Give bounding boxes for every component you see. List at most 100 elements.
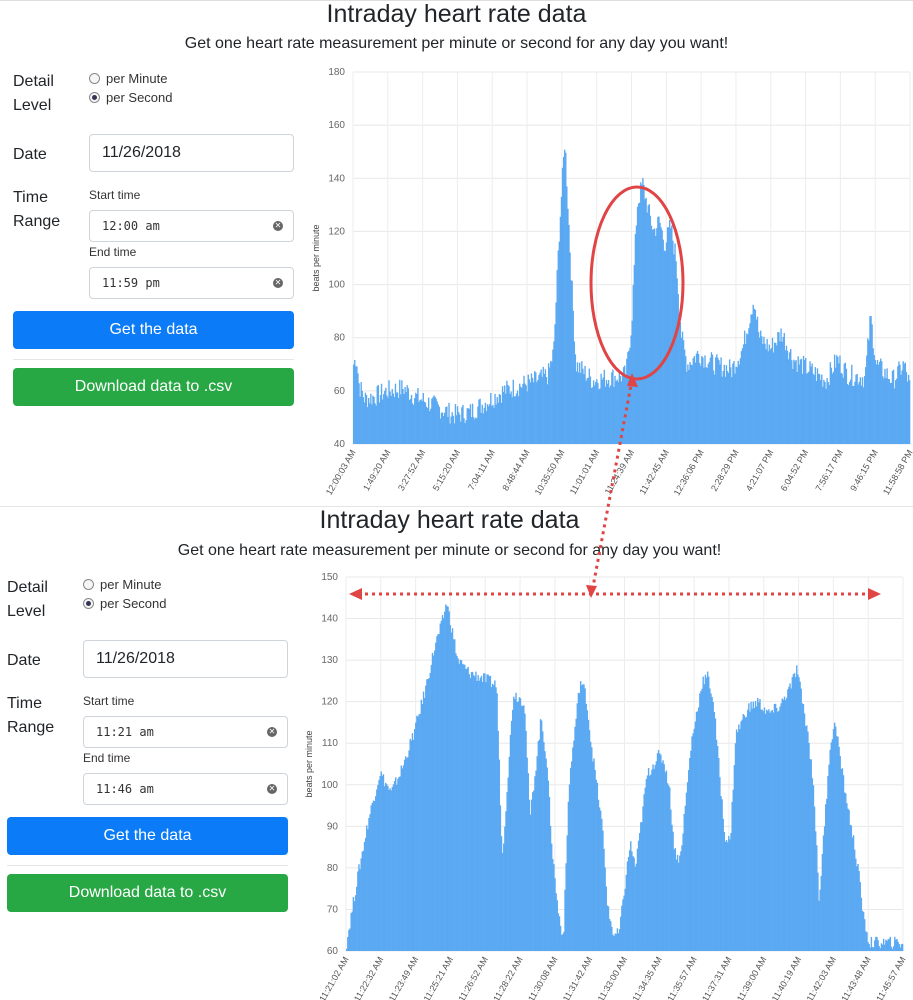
bar bbox=[603, 848, 605, 951]
bar bbox=[670, 809, 672, 951]
bar bbox=[817, 872, 819, 951]
bar bbox=[778, 710, 780, 951]
bar bbox=[625, 874, 628, 951]
bar bbox=[412, 404, 415, 444]
bar bbox=[390, 790, 392, 951]
bar bbox=[736, 367, 738, 444]
bar bbox=[859, 377, 862, 444]
radio-per-second[interactable]: per Second bbox=[83, 596, 167, 611]
x-tick-label: 11:58:58 PM bbox=[881, 448, 913, 497]
bar bbox=[426, 679, 428, 951]
bar bbox=[896, 378, 898, 444]
radio-button-selected[interactable] bbox=[83, 598, 94, 609]
bar bbox=[586, 378, 588, 444]
bar bbox=[714, 718, 717, 951]
bar bbox=[712, 370, 715, 444]
x-tick-label: 7:04:11 AM bbox=[466, 448, 497, 492]
end-time-input[interactable]: 11:59 pm ✕ bbox=[89, 267, 294, 299]
bar bbox=[598, 807, 601, 951]
bar bbox=[522, 383, 524, 444]
bar bbox=[442, 416, 445, 444]
download-csv-button[interactable]: Download data to .csv bbox=[7, 874, 288, 912]
radio-button-selected[interactable] bbox=[89, 92, 100, 103]
bar bbox=[814, 831, 817, 951]
bar bbox=[811, 363, 813, 444]
bar bbox=[772, 712, 775, 951]
clear-icon[interactable]: ✕ bbox=[267, 784, 277, 794]
bar bbox=[501, 852, 504, 951]
date-input[interactable]: 11/26/2018 bbox=[89, 134, 294, 172]
radio-per-minute[interactable]: per Minute bbox=[89, 71, 167, 86]
bar bbox=[760, 709, 762, 951]
bar bbox=[405, 392, 407, 444]
end-time-input[interactable]: 11:46 am ✕ bbox=[83, 773, 288, 805]
clear-icon[interactable]: ✕ bbox=[267, 727, 277, 737]
radio-per-second[interactable]: per Second bbox=[89, 90, 173, 105]
bar bbox=[757, 331, 760, 444]
bar bbox=[537, 379, 539, 444]
clear-icon[interactable]: ✕ bbox=[273, 278, 283, 288]
bar bbox=[775, 342, 777, 444]
bar bbox=[850, 379, 852, 444]
bar bbox=[722, 370, 724, 444]
bar bbox=[528, 379, 531, 444]
get-data-button[interactable]: Get the data bbox=[13, 311, 294, 349]
bar bbox=[416, 715, 418, 951]
bar bbox=[857, 384, 859, 444]
bar bbox=[869, 947, 871, 951]
bar bbox=[437, 634, 439, 951]
bar bbox=[651, 769, 653, 951]
bar bbox=[416, 394, 418, 444]
bar bbox=[686, 371, 688, 444]
y-tick-label: 80 bbox=[327, 863, 339, 874]
x-tick-label: 3:27:52 AM bbox=[396, 448, 427, 492]
download-csv-button[interactable]: Download data to .csv bbox=[13, 368, 294, 406]
x-tick-label: 1:49:20 AM bbox=[361, 448, 392, 492]
bar bbox=[741, 719, 743, 951]
radio-button[interactable] bbox=[83, 579, 94, 590]
date-input[interactable]: 11/26/2018 bbox=[83, 640, 288, 678]
bar bbox=[605, 886, 607, 951]
bar bbox=[627, 856, 630, 951]
bar bbox=[376, 386, 378, 444]
bar bbox=[396, 392, 399, 444]
bar bbox=[877, 364, 880, 444]
bar bbox=[498, 394, 501, 444]
bar bbox=[369, 403, 371, 444]
bar bbox=[754, 309, 757, 444]
bar bbox=[553, 341, 555, 444]
bar bbox=[721, 799, 723, 951]
clear-icon[interactable]: ✕ bbox=[273, 221, 283, 231]
bar bbox=[860, 385, 863, 444]
bar bbox=[896, 939, 898, 951]
bar bbox=[761, 336, 763, 444]
bar bbox=[514, 396, 517, 444]
page-subtitle: Get one heart rate measurement per minut… bbox=[184, 35, 729, 52]
bar bbox=[810, 366, 812, 444]
bar bbox=[538, 739, 541, 951]
bar bbox=[838, 363, 840, 444]
bar bbox=[804, 726, 807, 951]
bar bbox=[790, 688, 792, 951]
start-time-input[interactable]: 12:00 am ✕ bbox=[89, 210, 294, 242]
bar bbox=[688, 770, 690, 951]
bar bbox=[698, 363, 701, 444]
x-tick-label: 11:31:42 AM bbox=[561, 955, 595, 1000]
bar bbox=[765, 349, 767, 444]
bar bbox=[786, 350, 789, 444]
bar bbox=[624, 888, 626, 951]
bar bbox=[706, 671, 709, 951]
bar bbox=[643, 794, 645, 951]
radio-button[interactable] bbox=[89, 73, 100, 84]
bar bbox=[523, 375, 525, 444]
bar bbox=[680, 851, 682, 951]
bar bbox=[454, 404, 457, 444]
bar bbox=[749, 711, 751, 951]
x-tick-label: 11:37:31 AM bbox=[700, 955, 734, 1000]
bar bbox=[863, 376, 866, 444]
start-time-input[interactable]: 11:21 am ✕ bbox=[83, 716, 288, 748]
get-data-button[interactable]: Get the data bbox=[7, 817, 288, 855]
bar bbox=[513, 696, 515, 951]
bar bbox=[439, 623, 441, 951]
radio-per-minute[interactable]: per Minute bbox=[83, 577, 161, 592]
